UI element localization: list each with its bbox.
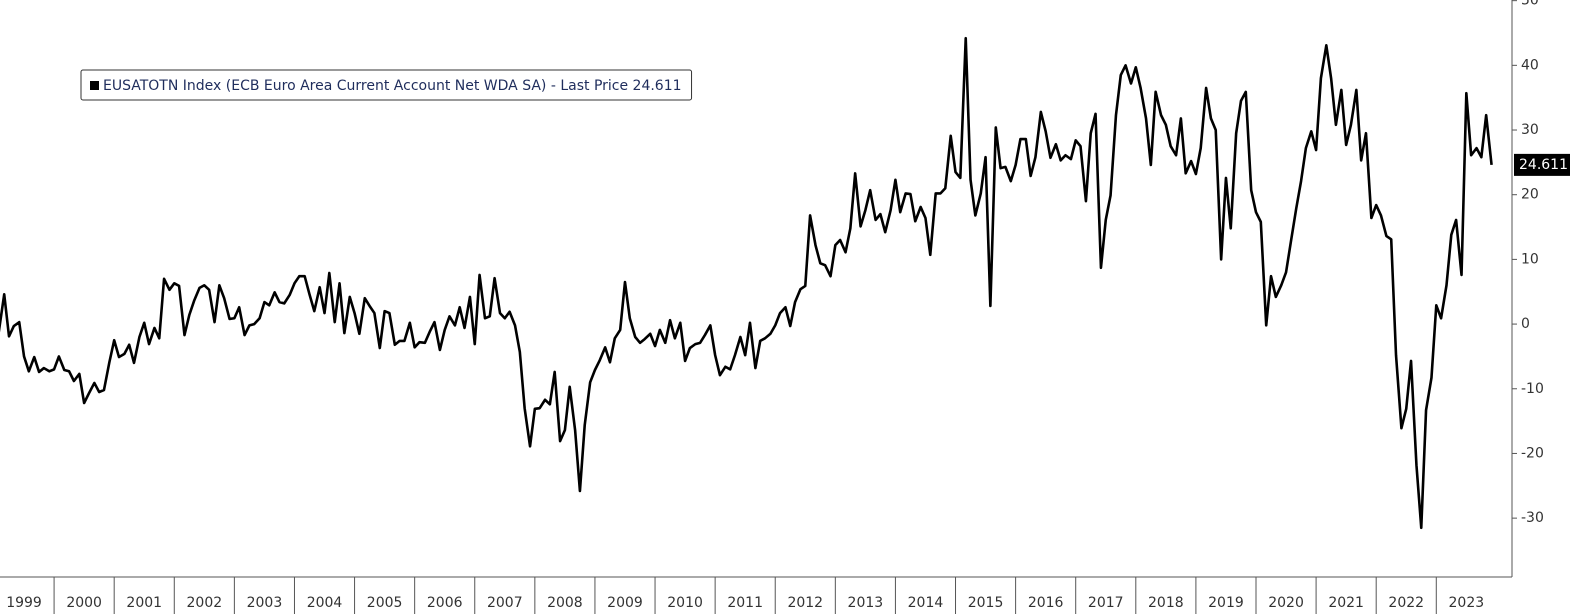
x-tick-label: 2023 [1449, 595, 1485, 611]
plot-area [0, 36, 1493, 530]
y-tick-label: 50 [1521, 0, 1539, 9]
y-tick-label: 0 [1521, 316, 1530, 332]
x-tick-label: 2021 [1328, 595, 1364, 611]
x-tick-label: 2010 [667, 595, 703, 611]
y-tick-label: -30 [1521, 510, 1544, 526]
x-tick-label: 2004 [307, 595, 343, 611]
x-tick-label: 2012 [787, 595, 823, 611]
x-tick-label: 2003 [247, 595, 283, 611]
y-tick-label: 30 [1521, 122, 1539, 138]
legend-text: EUSATOTN Index (ECB Euro Area Current Ac… [103, 78, 682, 94]
x-tick-label: 2014 [908, 595, 944, 611]
y-tick-label: 40 [1521, 57, 1539, 73]
x-tick-label: 1999 [6, 595, 42, 611]
x-tick-label: 2008 [547, 595, 583, 611]
x-tick-label: 2002 [187, 595, 223, 611]
x-tick-label: 2011 [727, 595, 763, 611]
y-tick-label: 20 [1521, 187, 1539, 203]
legend-box [80, 69, 693, 101]
x-tick-label: 2017 [1088, 595, 1124, 611]
y-tick-label: -10 [1521, 381, 1544, 397]
y-tick-label: -20 [1521, 445, 1544, 461]
x-tick-label: 2016 [1028, 595, 1064, 611]
data-line [0, 36, 1493, 530]
x-tick-label: 2013 [848, 595, 884, 611]
x-tick-label: 2006 [427, 595, 463, 611]
x-tick-label: 2009 [607, 595, 643, 611]
x-tick-label: 2005 [367, 595, 403, 611]
legend-swatch [90, 81, 99, 90]
last-price-tag [1514, 153, 1570, 176]
last-price-label: 24.611 [1519, 157, 1568, 173]
x-tick-label: 2000 [66, 595, 102, 611]
x-tick-label: 2020 [1268, 595, 1304, 611]
x-tick-label: 2001 [126, 595, 162, 611]
y-tick-label: 10 [1521, 251, 1539, 267]
x-tick-label: 2007 [487, 595, 523, 611]
x-tick-label: 2015 [968, 595, 1004, 611]
x-tick-label: 2018 [1148, 595, 1184, 611]
x-tick-label: 2022 [1388, 595, 1424, 611]
x-tick-label: 2019 [1208, 595, 1244, 611]
